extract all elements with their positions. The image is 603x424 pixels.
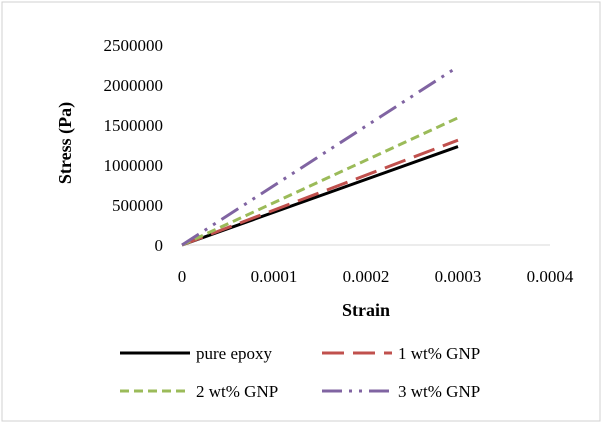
legend-label: 1 wt% GNP — [398, 344, 480, 363]
x-tick-label: 0.0004 — [527, 267, 574, 286]
y-tick-label: 500000 — [112, 196, 163, 215]
y-tick-label: 0 — [155, 236, 164, 255]
x-tick-label: 0.0003 — [435, 267, 482, 286]
axes: 0 0.0001 0.0002 0.0003 0.0004 0 500000 1000000 1… — [104, 36, 574, 286]
y-tick-label: 1500000 — [104, 116, 164, 135]
x-tick-label: 0 — [178, 267, 187, 286]
legend-label: 2 wt% GNP — [196, 382, 278, 401]
y-tick-label: 2500000 — [104, 36, 164, 55]
legend-label: 3 wt% GNP — [398, 382, 480, 401]
x-tick-label: 0.0002 — [343, 267, 390, 286]
y-tick-label: 2000000 — [104, 76, 164, 95]
series-line-1-wt-gnp — [181, 138, 459, 247]
series-layer — [181, 65, 459, 247]
y-tick-label: 1000000 — [104, 156, 164, 175]
series-line-2-wt-gnp — [181, 116, 459, 247]
series-line-3-wt-gnp — [181, 65, 459, 247]
y-axis-title: Stress (Pa) — [55, 102, 76, 184]
x-tick-label: 0.0001 — [251, 267, 298, 286]
legend: pure epoxy 1 wt% GNP 2 wt% GNP 3 wt% GNP — [120, 344, 480, 401]
legend-label: pure epoxy — [196, 344, 273, 363]
x-axis-title: Strain — [342, 300, 390, 320]
